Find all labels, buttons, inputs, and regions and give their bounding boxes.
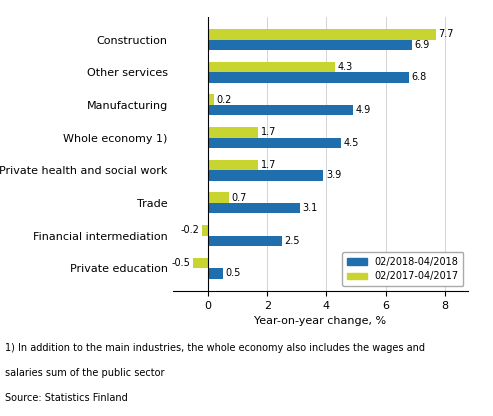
Bar (208, 127, 258, 138)
Text: 4.5: 4.5 (344, 138, 359, 148)
Text: 1.7: 1.7 (261, 160, 277, 170)
Bar (208, 170, 323, 181)
Bar (208, 40, 412, 50)
Text: -0.2: -0.2 (180, 225, 200, 235)
Text: 0.7: 0.7 (231, 193, 247, 203)
X-axis label: Year-on-year change, %: Year-on-year change, % (254, 317, 387, 327)
Legend: 02/2018-04/2018, 02/2017-04/2017: 02/2018-04/2018, 02/2017-04/2017 (343, 252, 463, 286)
Text: 7.7: 7.7 (438, 30, 454, 40)
Bar (208, 29, 436, 40)
Bar (208, 235, 282, 246)
Bar (208, 203, 300, 213)
Text: 6.9: 6.9 (415, 40, 430, 50)
Bar (208, 62, 335, 72)
Bar (208, 268, 223, 279)
Bar (208, 138, 341, 148)
Text: 3.9: 3.9 (326, 171, 341, 181)
Text: 4.3: 4.3 (338, 62, 353, 72)
Text: 2.5: 2.5 (284, 236, 300, 246)
Text: Source: Statistics Finland: Source: Statistics Finland (5, 393, 128, 403)
Text: 0.2: 0.2 (216, 95, 232, 105)
Bar (208, 105, 353, 115)
Bar (208, 72, 409, 83)
Bar (193, 258, 208, 268)
Text: 0.5: 0.5 (225, 268, 241, 278)
Text: salaries sum of the public sector: salaries sum of the public sector (5, 368, 165, 378)
Bar (202, 225, 208, 235)
Bar (208, 160, 258, 170)
Text: 1) In addition to the main industries, the whole economy also includes the wages: 1) In addition to the main industries, t… (5, 343, 425, 353)
Text: 1.7: 1.7 (261, 127, 277, 137)
Text: 3.1: 3.1 (302, 203, 317, 213)
Bar (208, 94, 214, 105)
Text: 4.9: 4.9 (355, 105, 371, 115)
Text: -0.5: -0.5 (172, 258, 191, 268)
Bar (208, 193, 229, 203)
Text: 6.8: 6.8 (412, 72, 427, 82)
